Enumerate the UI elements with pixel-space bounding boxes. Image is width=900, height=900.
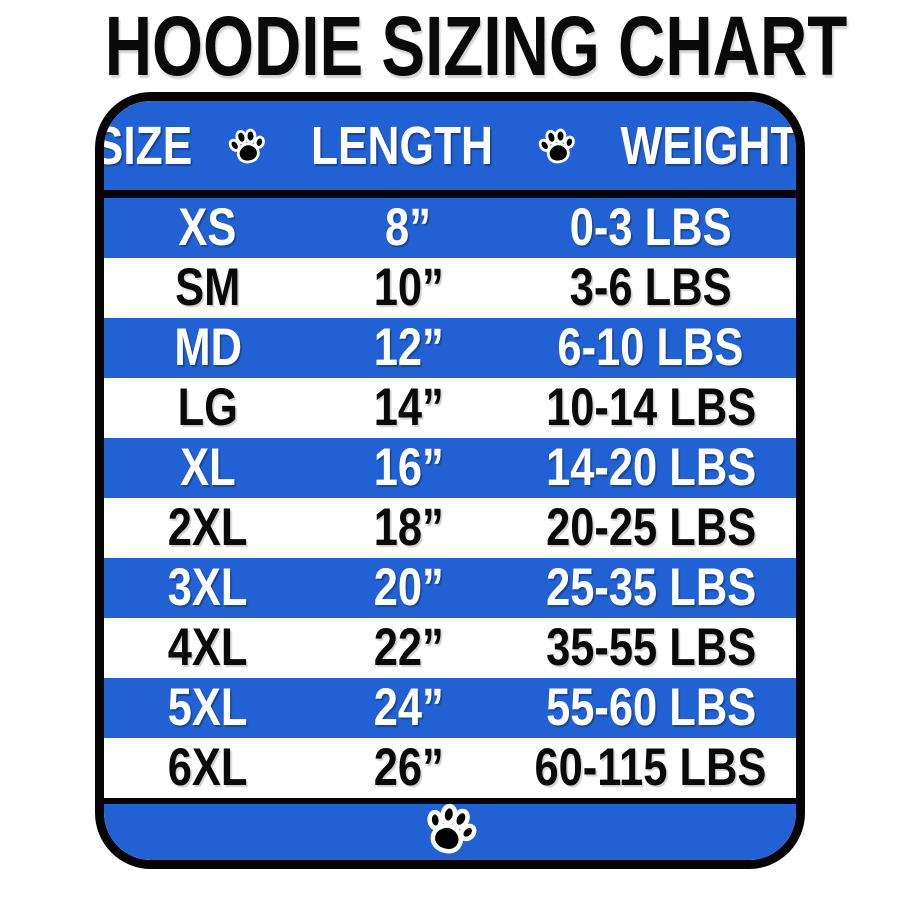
weight-value: 6-10 LBS: [557, 318, 744, 377]
table-body: XS 8” 0-3 LBS SM 10” 3-6 LBS MD 12” 6-10…: [104, 198, 796, 798]
length-value: 22”: [373, 618, 444, 677]
column-header-weight: WEIGHT: [620, 115, 798, 176]
column-header-length: LENGTH: [311, 115, 494, 176]
weight-value: 25-35 LBS: [545, 558, 756, 617]
weight-value: 3-6 LBS: [569, 258, 732, 317]
paw-icon: [534, 121, 581, 169]
weight-value: 10-14 LBS: [545, 378, 756, 437]
size-value: 6XL: [167, 738, 248, 797]
weight-value: 20-25 LBS: [545, 498, 756, 557]
length-value: 20”: [373, 558, 444, 617]
weight-value: 60-115 LBS: [534, 738, 767, 797]
table-row-lg: LG 14” 10-14 LBS: [104, 378, 796, 438]
table-footer: [104, 798, 796, 860]
weight-value: 0-3 LBS: [569, 198, 732, 257]
length-value: 18”: [373, 498, 444, 557]
page-title-text: HOODIE SIZING CHART: [104, 0, 848, 93]
size-value: 3XL: [167, 558, 248, 617]
paw-icon: [415, 794, 486, 860]
column-header-size: SIZE: [95, 115, 193, 176]
size-value: SM: [175, 258, 241, 317]
size-value: 4XL: [167, 618, 248, 677]
length-value: 10”: [373, 258, 444, 317]
weight-value: 14-20 LBS: [545, 438, 756, 497]
size-value: 2XL: [167, 498, 248, 557]
table-row-4xl: 4XL 22” 35-55 LBS: [104, 618, 796, 678]
table-row-2xl: 2XL 18” 20-25 LBS: [104, 498, 796, 558]
table-row-3xl: 3XL 20” 25-35 LBS: [104, 558, 796, 618]
weight-value: 55-60 LBS: [545, 678, 756, 737]
size-value: 5XL: [167, 678, 248, 737]
length-value: 8”: [385, 198, 432, 257]
table-row-md: MD 12” 6-10 LBS: [104, 318, 796, 378]
sizing-chart-card: SIZE LENGTH: [95, 92, 805, 869]
length-value: 26”: [373, 738, 444, 797]
size-value: MD: [173, 318, 242, 377]
size-value: XS: [178, 198, 237, 257]
table-header-row: SIZE LENGTH: [104, 101, 796, 198]
length-value: 24”: [373, 678, 444, 737]
table-row-sm: SM 10” 3-6 LBS: [104, 258, 796, 318]
table-row-5xl: 5XL 24” 55-60 LBS: [104, 678, 796, 738]
page-title: HOODIE SIZING CHART: [0, 0, 900, 88]
length-value: 14”: [373, 378, 444, 437]
size-value: XL: [180, 438, 236, 497]
size-value: LG: [177, 378, 238, 437]
length-value: 16”: [373, 438, 444, 497]
weight-value: 35-55 LBS: [545, 618, 756, 677]
table-row-xs: XS 8” 0-3 LBS: [104, 198, 796, 258]
length-value: 12”: [373, 318, 444, 377]
table-row-6xl: 6XL 26” 60-115 LBS: [104, 738, 796, 798]
table-row-xl: XL 16” 14-20 LBS: [104, 438, 796, 498]
paw-icon: [224, 121, 271, 169]
